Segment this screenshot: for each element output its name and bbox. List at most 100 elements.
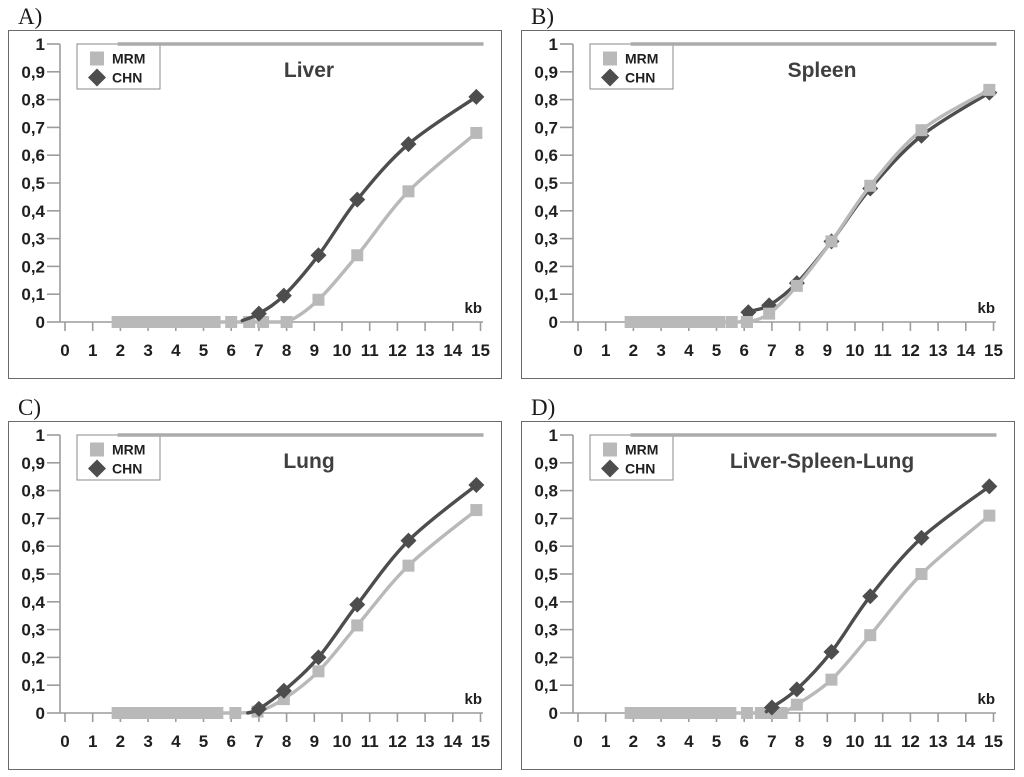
x-tick-label: 1 <box>88 732 97 751</box>
x-tick-label: 14 <box>956 732 975 751</box>
data-point-diamond <box>250 700 267 717</box>
data-point-square <box>775 707 788 719</box>
data-point-square <box>351 619 364 632</box>
data-point-diamond <box>913 529 930 546</box>
y-tick-label: 0,5 <box>534 174 558 193</box>
data-point-square <box>915 124 928 137</box>
data-point-diamond <box>981 478 998 495</box>
legend: MRM CHN <box>76 434 161 481</box>
x-tick-label: 12 <box>388 341 407 360</box>
x-tick-label: 5 <box>199 732 208 751</box>
legend-square-icon <box>90 51 104 66</box>
legend-diamond-icon <box>601 68 619 87</box>
series-line-mrm <box>115 508 479 715</box>
x-tick-label: 9 <box>310 341 319 360</box>
x-tick-label: 14 <box>443 341 462 360</box>
y-tick-label: 0,4 <box>534 202 558 221</box>
x-tick-label: 7 <box>254 732 263 751</box>
x-tick-label: 13 <box>929 732 948 751</box>
y-tick-label: 0 <box>549 313 558 332</box>
x-tick-label: 13 <box>416 341 435 360</box>
x-tick-label: 8 <box>795 732 804 751</box>
x-tick-label: 8 <box>282 341 291 360</box>
tick-labels: 00,10,20,30,40,50,60,70,80,910 1 2 3 4 5 6 7 8 9 1… <box>21 426 490 751</box>
x-tick-label: 10 <box>333 732 352 751</box>
y-tick-label: 0,9 <box>534 63 558 82</box>
x-tick-label: 0 <box>60 341 69 360</box>
data-point-square <box>351 249 364 262</box>
x-tick-label: 15 <box>471 341 490 360</box>
data-point-diamond <box>400 532 417 549</box>
x-tick-label: 1 <box>601 341 610 360</box>
y-tick-label: 0,1 <box>21 676 45 695</box>
chart-svg-liver: 00,10,20,30,40,50,60,70,80,910 1 2 3 4 5 6 7 8 9 1… <box>21 35 490 360</box>
data-point-square <box>740 316 753 328</box>
x-tick-label: 3 <box>143 341 152 360</box>
legend: MRM CHN <box>76 43 161 90</box>
series-line-chn <box>246 483 479 715</box>
x-tick-label: 15 <box>984 341 1003 360</box>
legend-label: CHN <box>112 70 142 86</box>
panel-label-b: B) <box>531 4 554 29</box>
data-point-square <box>864 179 877 192</box>
series-line-chn <box>240 95 479 323</box>
y-tick-label: 0,2 <box>21 257 45 276</box>
x-tick-label: 7 <box>767 341 776 360</box>
series-mrm <box>111 126 483 328</box>
legend-label: CHN <box>625 461 655 477</box>
series-mrm <box>624 83 996 328</box>
y-tick-label: 1 <box>36 426 45 445</box>
data-point-square <box>402 185 415 198</box>
y-tick-label: 0,4 <box>21 202 45 221</box>
x-tick-label: 14 <box>956 341 975 360</box>
chart-lung: 0 0,1 0,2 0,3 0,4 0,5 0,6 0,7 0,8 0,9 1 0 1 2 3 4 5 6 7 8 9 1… <box>8 421 502 770</box>
y-tick-label: 0,8 <box>21 482 45 501</box>
legend-diamond-icon <box>88 68 106 87</box>
x-tick-label: 5 <box>712 732 721 751</box>
data-point-square <box>470 126 483 139</box>
legend: MRM CHN <box>589 43 674 90</box>
x-tick-label: 9 <box>310 732 319 751</box>
x-axis-unit-label: kb <box>464 691 482 708</box>
y-tick-label: 0,2 <box>534 648 558 667</box>
data-point-square <box>724 707 737 719</box>
data-point-diamond <box>250 305 267 322</box>
y-tick-label: 0,8 <box>534 482 558 501</box>
legend-label: MRM <box>112 51 145 67</box>
x-tick-label: 11 <box>361 341 379 360</box>
x-tick-label: 9 <box>823 732 832 751</box>
data-point-diamond <box>788 681 805 698</box>
x-tick-label: 6 <box>739 732 748 751</box>
axes <box>47 434 483 722</box>
data-point-square <box>825 235 838 248</box>
legend-square-icon <box>90 442 104 457</box>
data-point-diamond <box>468 88 485 105</box>
y-tick-label: 0,9 <box>21 63 45 82</box>
y-tick-label: 0 <box>549 704 558 723</box>
y-tick-label: 0,5 <box>21 565 45 584</box>
data-point-diamond <box>468 477 485 494</box>
data-point-square <box>725 316 738 328</box>
data-point-square <box>983 83 996 96</box>
data-point-square <box>211 707 224 719</box>
legend-label: MRM <box>112 442 145 458</box>
x-tick-label: 15 <box>984 732 1003 751</box>
data-point-diamond <box>763 699 780 716</box>
x-tick-label: 4 <box>684 732 694 751</box>
x-tick-label: 3 <box>143 732 152 751</box>
chart-svg-spleen: 00,10,20,30,40,50,60,70,80,910 1 2 3 4 5 6 7 8 9 1… <box>534 35 1003 360</box>
data-point-diamond <box>275 287 292 304</box>
y-tick-label: 0,3 <box>21 621 45 640</box>
y-tick-label: 0,6 <box>534 537 558 556</box>
panel-c: C) 0 0,1 0,2 0,3 0,4 0,5 0,6 0,7 0,8 0,9 1 0 1 2 3 4 5 6 7… <box>8 395 502 770</box>
data-point-square <box>229 707 242 719</box>
data-point-square <box>740 707 753 719</box>
x-tick-label: 12 <box>901 732 920 751</box>
panel-label-d: D) <box>531 395 556 420</box>
chart-svg-liver-spleen-lung: 00,10,20,30,40,50,60,70,80,910 1 2 3 4 5 6 7 8 9 1… <box>534 426 1003 751</box>
data-point-square <box>763 307 776 320</box>
data-point-square <box>402 559 415 572</box>
data-point-square <box>277 693 290 706</box>
x-tick-label: 3 <box>656 341 665 360</box>
y-tick-label: 0,3 <box>21 230 45 249</box>
